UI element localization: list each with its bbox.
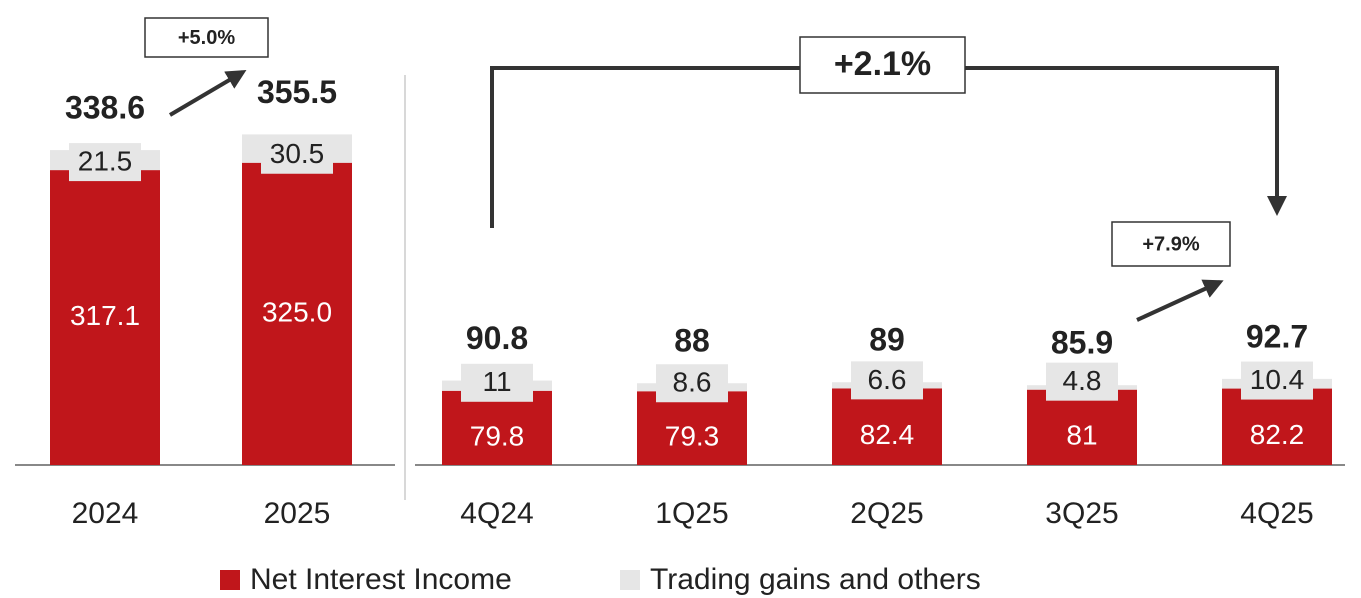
value-label: 325.0 (262, 296, 332, 327)
total-label: 338.6 (65, 90, 145, 126)
value-label-box (1241, 361, 1313, 400)
x-tick-label: 3Q25 (1045, 497, 1118, 530)
value-label: 317.1 (70, 300, 140, 331)
bar-segment (637, 391, 747, 465)
annotation-box (799, 36, 966, 94)
total-label: 89 (869, 322, 905, 358)
value-label-box (69, 143, 141, 182)
value-label-box (1046, 362, 1118, 401)
value-label: 8.6 (673, 367, 712, 398)
bar-segment (242, 162, 352, 465)
value-label: 79.3 (665, 421, 720, 452)
value-label-box (461, 363, 533, 402)
value-label-box (656, 364, 728, 403)
value-label: 79.8 (470, 420, 525, 451)
annotation: +5.0% (178, 27, 235, 49)
legend-label: Net Interest Income (250, 563, 512, 596)
value-label-box (261, 135, 333, 174)
legend-swatch (220, 570, 240, 590)
bar-segment (50, 170, 160, 466)
value-label: 82.4 (860, 419, 915, 450)
value-label: 11 (482, 366, 511, 397)
value-label: 6.6 (868, 364, 907, 395)
bar-segment (832, 388, 942, 465)
x-tick-label: 2025 (264, 497, 331, 530)
x-tick-label: 2024 (72, 497, 139, 530)
x-tick-label: 1Q25 (655, 497, 728, 530)
total-label: 85.9 (1051, 325, 1113, 361)
total-label: 90.8 (466, 320, 528, 356)
legend-swatch (620, 570, 640, 590)
bar-segment (1222, 388, 1332, 465)
value-label: 4.8 (1063, 365, 1102, 396)
bar-segment (1027, 389, 1137, 465)
x-tick-label: 4Q25 (1240, 497, 1313, 530)
arrow (1136, 279, 1224, 322)
annotation-box (144, 17, 269, 58)
value-label-box (851, 361, 923, 400)
annotation-box (1111, 221, 1231, 267)
value-label: 82.2 (1250, 419, 1305, 450)
annotation: +7.9% (1142, 233, 1199, 255)
annotation: +2.1% (834, 45, 931, 83)
x-tick-label: 4Q24 (460, 497, 533, 530)
value-label: 21.5 (78, 145, 133, 176)
total-label: 88 (674, 323, 710, 359)
bar-segment (442, 390, 552, 465)
value-label: 81 (1066, 420, 1097, 451)
arrow (168, 69, 247, 117)
x-tick-label: 2Q25 (850, 497, 923, 530)
legend-label: Trading gains and others (650, 563, 981, 596)
total-label: 355.5 (257, 74, 337, 110)
total-label: 92.7 (1246, 318, 1308, 354)
value-label: 30.5 (270, 138, 325, 169)
value-label: 10.4 (1250, 364, 1305, 395)
